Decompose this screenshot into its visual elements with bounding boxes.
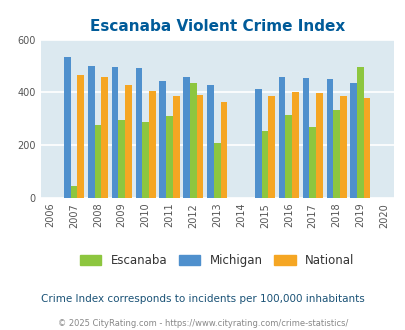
Bar (190, 83, 196, 198)
Legend: Escanaba, Michigan, National: Escanaba, Michigan, National (74, 248, 360, 273)
Bar (220, 102, 227, 198)
Bar (363, 98, 369, 198)
Bar (309, 127, 315, 198)
Text: © 2025 CityRating.com - https://www.cityrating.com/crime-statistics/: © 2025 CityRating.com - https://www.city… (58, 319, 347, 328)
Bar (196, 95, 203, 198)
Bar (159, 81, 166, 198)
Bar (111, 67, 118, 198)
Bar (101, 77, 108, 198)
Text: Crime Index corresponds to incidents per 100,000 inhabitants: Crime Index corresponds to incidents per… (41, 294, 364, 304)
Bar (149, 91, 155, 198)
Bar (166, 116, 173, 198)
Bar (94, 125, 101, 198)
Bar (213, 143, 220, 198)
Bar (261, 131, 268, 198)
Bar (118, 120, 125, 198)
Title: Escanaba Violent Crime Index: Escanaba Violent Crime Index (90, 19, 344, 34)
Bar (70, 186, 77, 198)
Bar (285, 115, 292, 198)
Bar (207, 85, 213, 198)
Bar (183, 77, 190, 198)
Bar (173, 96, 179, 198)
Bar (302, 79, 309, 198)
Bar (64, 57, 70, 198)
Bar (268, 96, 274, 198)
Bar (339, 96, 346, 198)
Bar (292, 92, 298, 198)
Bar (326, 79, 333, 198)
Bar (350, 83, 356, 198)
Bar (356, 67, 363, 198)
Bar (87, 66, 94, 198)
Bar (142, 122, 149, 198)
Bar (315, 93, 322, 198)
Bar (254, 89, 261, 198)
Bar (278, 77, 285, 198)
Bar (135, 68, 142, 198)
Bar (77, 75, 84, 198)
Bar (333, 110, 339, 198)
Bar (125, 85, 132, 198)
